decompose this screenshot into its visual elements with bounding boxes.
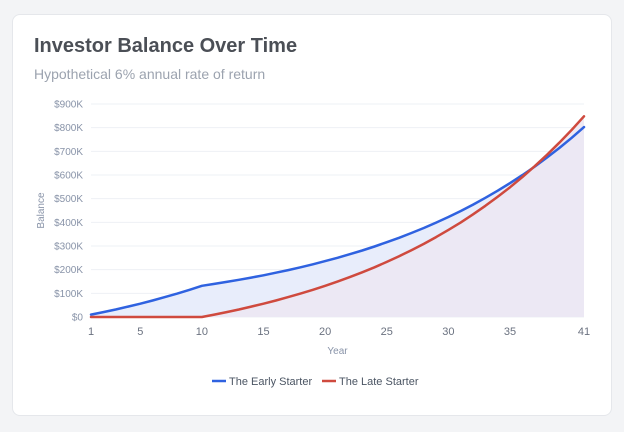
x-tick-label: 25: [381, 326, 393, 338]
y-tick-label: $900K: [54, 100, 83, 111]
chart-title: Investor Balance Over Time: [34, 35, 298, 57]
legend-label: The Late Starter: [339, 376, 419, 388]
x-tick-label: 5: [137, 326, 143, 338]
x-tick-label: 15: [257, 326, 269, 338]
legend-label: The Early Starter: [229, 376, 312, 388]
legend: The Early Starter The Late Starter: [212, 376, 419, 388]
series-line: [89, 125, 586, 316]
y-tick-label: $200K: [54, 265, 83, 276]
x-tick-label: 41: [578, 326, 590, 338]
x-axis-title: Year: [327, 346, 348, 357]
y-tick-label: $400K: [54, 218, 83, 229]
y-tick-label: $500K: [54, 194, 83, 205]
y-tick-label: $0: [72, 313, 84, 324]
x-tick-label: 10: [196, 326, 208, 338]
x-tick-label: 35: [504, 326, 516, 338]
x-tick-label: 1: [88, 326, 94, 338]
y-tick-label: $700K: [54, 147, 83, 158]
y-tick-label: $300K: [54, 242, 83, 253]
series-line: [89, 115, 586, 319]
x-tick-label: 20: [319, 326, 331, 338]
chart-subtitle: Hypothetical 6% annual rate of return: [34, 66, 266, 82]
y-tick-label: $800K: [54, 123, 83, 134]
series-lines: [89, 115, 586, 319]
y-axis-ticks: $0 $100K $200K $300K $400K $500K $600K $700K $80…: [54, 100, 83, 324]
x-axis-ticks: 1 5 10 15 20 25 30 35 41: [88, 326, 590, 338]
y-tick-label: $600K: [54, 171, 83, 182]
y-axis-title: Balance: [36, 192, 47, 229]
x-tick-label: 30: [442, 326, 454, 338]
series-area: [91, 116, 584, 317]
y-tick-label: $100K: [54, 289, 83, 300]
series-areas: [91, 116, 584, 317]
